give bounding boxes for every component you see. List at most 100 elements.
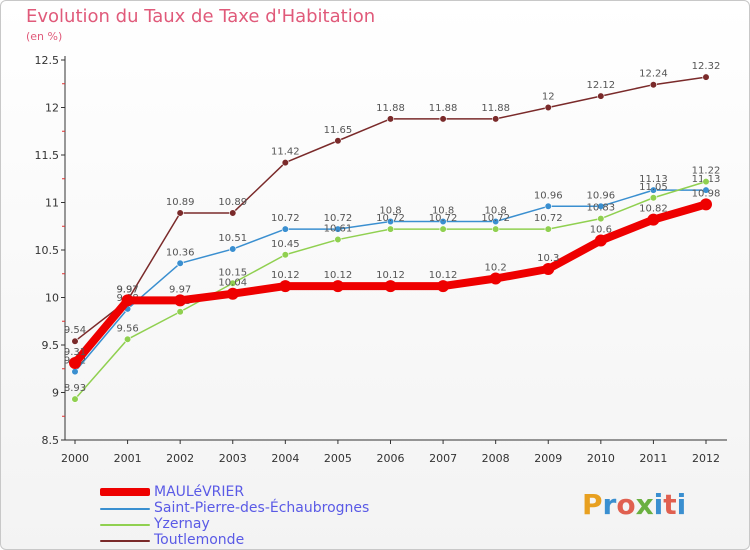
data-point	[439, 217, 447, 226]
data-point	[437, 280, 450, 293]
data-point	[597, 202, 605, 210]
y-tick-label: 11.5	[35, 149, 60, 162]
logo-letter: o	[616, 488, 636, 521]
data-label: 8.93	[64, 383, 86, 394]
data-point	[71, 368, 79, 376]
data-label: 11.88	[429, 103, 458, 114]
data-point	[386, 115, 395, 123]
data-label: 11.88	[481, 103, 510, 114]
data-point	[492, 115, 500, 123]
data-label: 10.45	[271, 239, 300, 250]
data-point	[544, 202, 552, 210]
data-label: 11.42	[271, 147, 300, 158]
proxiti-logo: Proxiti	[582, 488, 686, 521]
data-point	[279, 280, 292, 293]
x-tick-label: 2002	[166, 452, 194, 465]
data-point	[649, 194, 658, 202]
y-tick-label: 12	[45, 102, 59, 115]
logo-letter: P	[582, 488, 603, 521]
data-point	[334, 137, 342, 145]
data-label: 10.04	[218, 278, 247, 289]
data-point	[439, 225, 447, 233]
data-label: 10.98	[692, 188, 721, 199]
data-label: 10.72	[376, 213, 405, 224]
data-point	[331, 280, 344, 293]
data-point	[281, 225, 289, 233]
data-point	[597, 215, 605, 223]
data-label: 11.22	[692, 166, 721, 177]
x-tick-label: 2008	[482, 452, 510, 465]
x-tick-label: 2004	[271, 452, 299, 465]
x-tick-label: 2001	[114, 452, 142, 465]
logo-letter: i	[653, 488, 664, 521]
y-tick-label: 10.5	[35, 244, 60, 257]
data-point	[702, 178, 710, 186]
legend-swatch-maulevrier	[100, 488, 150, 496]
data-point	[439, 115, 447, 123]
data-point	[489, 272, 502, 285]
data-point	[123, 335, 132, 343]
y-tick-label: 8.5	[42, 434, 60, 447]
data-label: 10.3	[537, 253, 559, 264]
data-point	[176, 209, 184, 217]
data-point	[386, 217, 395, 226]
data-point	[281, 251, 289, 259]
data-label: 10.89	[166, 197, 195, 208]
data-label: 10.51	[218, 233, 247, 244]
legend-swatch-toutlemonde	[100, 540, 150, 542]
logo-letter: r	[602, 488, 617, 521]
data-label: 10.72	[534, 213, 563, 224]
x-tick-label: 2010	[587, 452, 615, 465]
data-point	[229, 279, 237, 287]
data-label: 11.13	[639, 174, 668, 185]
data-label: 10.6	[590, 225, 612, 236]
y-tick-label: 9	[52, 387, 59, 400]
data-label: 10.72	[324, 213, 353, 224]
data-label: 11.65	[324, 125, 353, 136]
data-label: 10.12	[429, 270, 458, 281]
x-tick-label: 2005	[324, 452, 352, 465]
data-label: 10.2	[485, 263, 507, 274]
data-label: 9.97	[116, 284, 138, 295]
data-label: 9.97	[169, 284, 191, 295]
data-label: 12.32	[692, 61, 721, 72]
legend-label-yzernay: Yzernay	[154, 516, 210, 532]
data-point	[647, 213, 660, 226]
data-label: 9.97	[116, 284, 138, 295]
data-label: 10.61	[324, 224, 353, 235]
data-label: 10.96	[587, 190, 616, 201]
data-point	[702, 186, 710, 194]
logo-letter: i	[676, 488, 687, 521]
data-label: 9.56	[116, 323, 138, 334]
data-point	[334, 235, 342, 244]
x-tick-label: 2012	[692, 452, 720, 465]
data-label: 12.24	[639, 69, 668, 80]
data-point	[229, 209, 237, 217]
data-label: 9.31	[64, 347, 86, 358]
chart-title: Evolution du Taux de Taxe d'Habitation	[26, 6, 376, 27]
data-point	[174, 294, 187, 307]
data-label: 10.72	[481, 213, 510, 224]
data-point	[121, 294, 134, 307]
x-tick-label: 2006	[377, 452, 405, 465]
data-point	[386, 225, 395, 233]
data-label: 10.8	[379, 206, 401, 217]
data-point	[544, 225, 552, 233]
y-tick-label: 12.5	[35, 54, 60, 67]
legend-label-saint-pierre: Saint-Pierre-des-Échaubrognes	[154, 500, 370, 516]
data-point	[229, 245, 237, 253]
data-label: 10.96	[534, 190, 563, 201]
logo-letter: t	[663, 488, 677, 521]
data-label: 10.83	[587, 203, 616, 214]
data-point	[700, 198, 712, 211]
data-label: 10.8	[432, 206, 454, 217]
data-label: 10.72	[429, 213, 458, 224]
data-point	[594, 234, 607, 247]
data-point	[649, 81, 658, 89]
data-point	[176, 259, 184, 267]
x-tick-label: 2007	[429, 452, 457, 465]
x-tick-label: 2000	[61, 452, 89, 465]
data-point	[176, 308, 184, 316]
